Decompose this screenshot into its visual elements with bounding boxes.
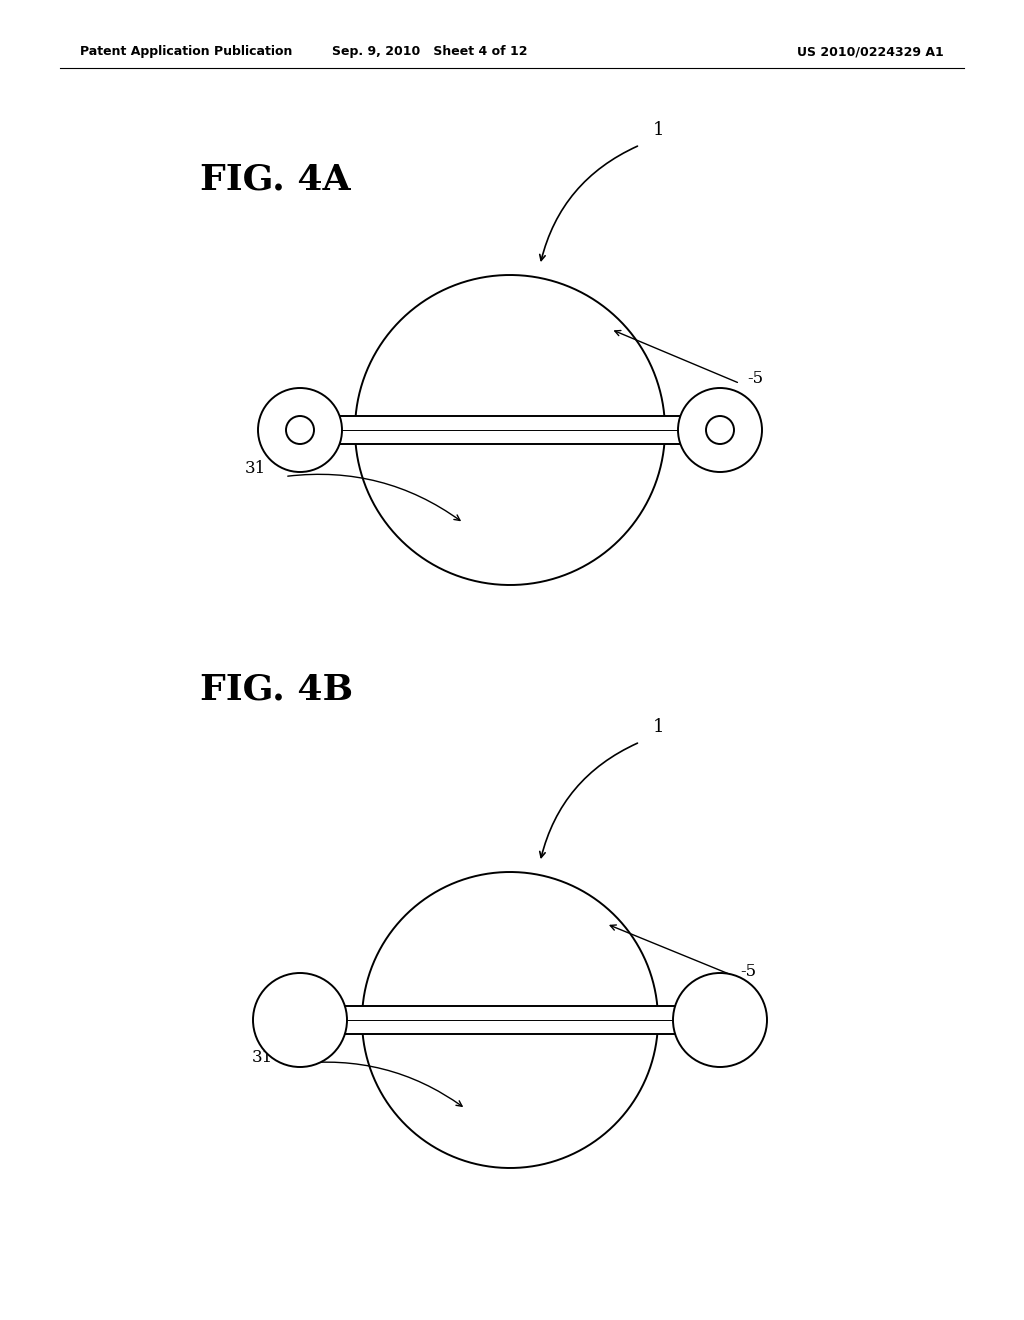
FancyBboxPatch shape: [300, 416, 720, 444]
Text: 31: 31: [245, 461, 266, 478]
Text: US 2010/0224329 A1: US 2010/0224329 A1: [798, 45, 944, 58]
Text: 31: 31: [252, 1048, 273, 1065]
Circle shape: [678, 388, 762, 473]
Text: -5: -5: [746, 371, 763, 387]
Text: Patent Application Publication: Patent Application Publication: [80, 45, 293, 58]
Circle shape: [258, 388, 342, 473]
Text: -5: -5: [740, 962, 756, 979]
Text: Sep. 9, 2010   Sheet 4 of 12: Sep. 9, 2010 Sheet 4 of 12: [333, 45, 527, 58]
Circle shape: [286, 416, 314, 444]
Text: FIG. 4A: FIG. 4A: [200, 162, 350, 197]
Text: FIG. 4B: FIG. 4B: [200, 673, 353, 708]
Text: 1: 1: [653, 121, 665, 139]
FancyBboxPatch shape: [300, 1006, 720, 1034]
Circle shape: [673, 973, 767, 1067]
Circle shape: [706, 416, 734, 444]
Circle shape: [253, 973, 347, 1067]
Text: 1: 1: [653, 718, 665, 737]
